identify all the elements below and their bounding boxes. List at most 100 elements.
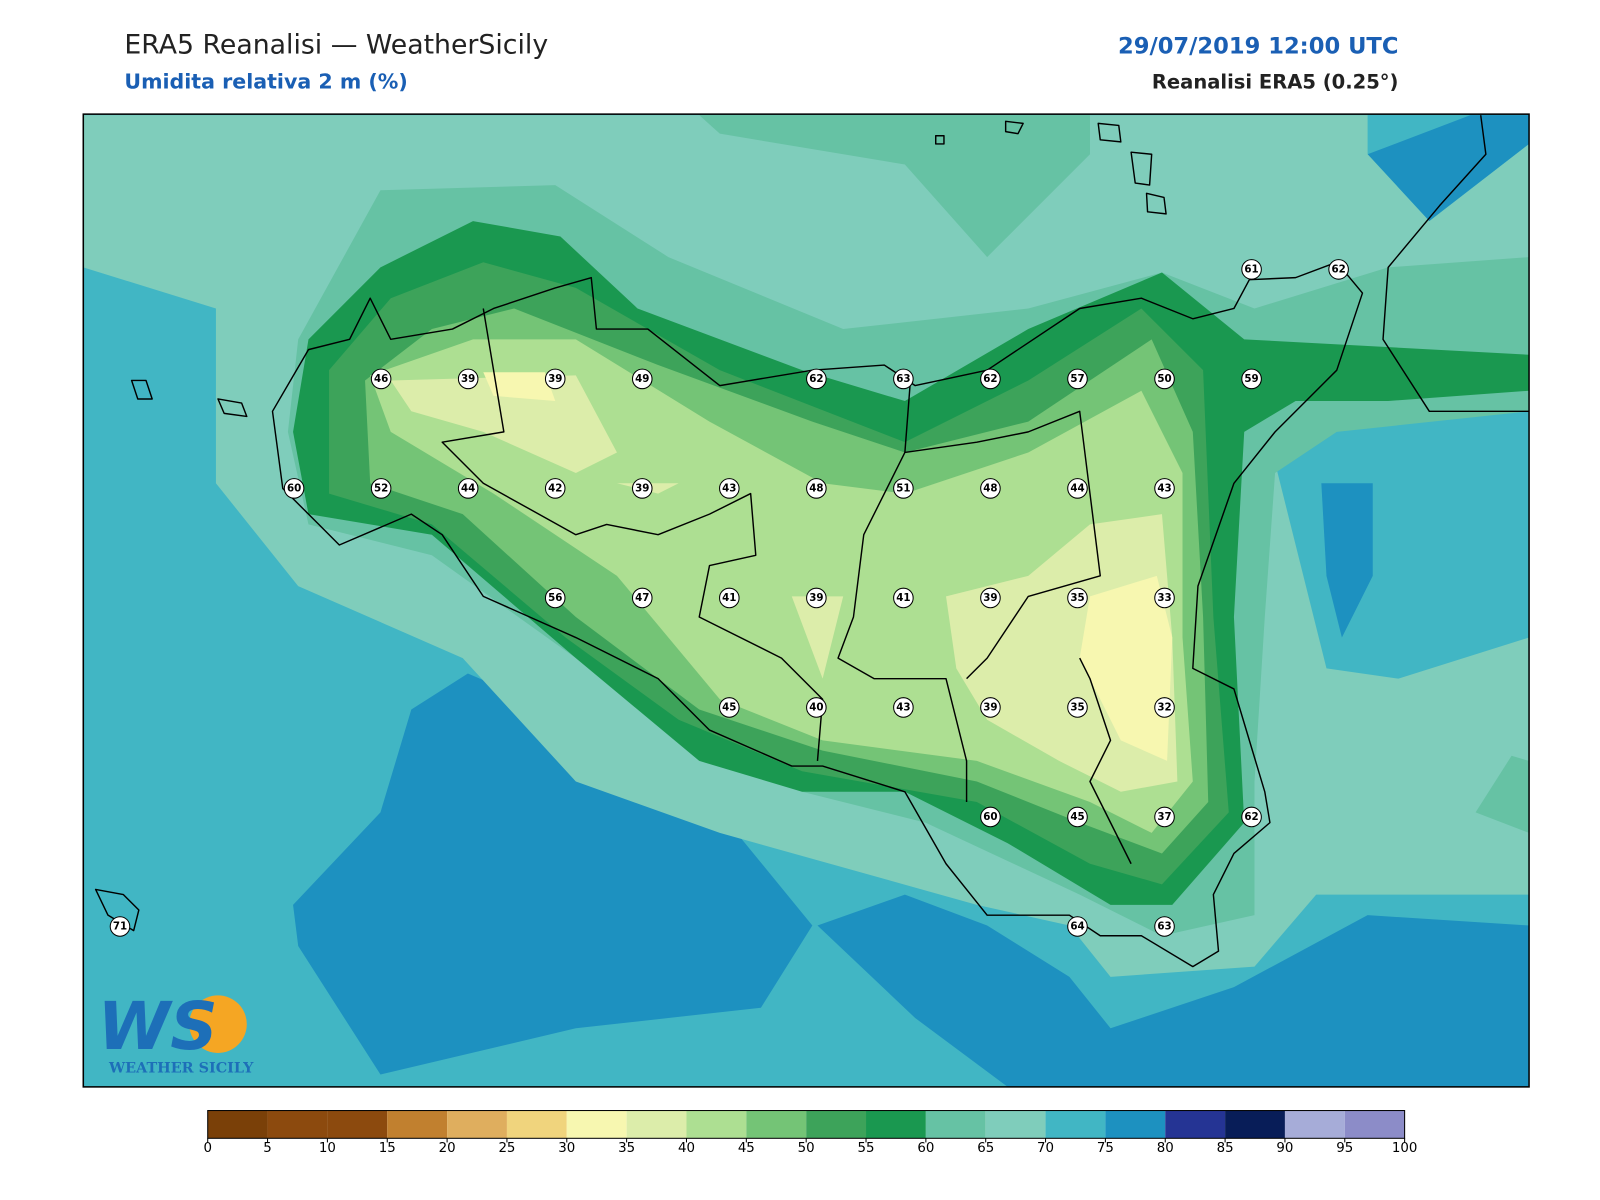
station: 51 — [893, 478, 914, 499]
station-value: 37 — [1157, 811, 1171, 823]
contour — [293, 673, 813, 1075]
station-marker — [1241, 368, 1262, 390]
colorbar-label: 95 — [1336, 1141, 1353, 1156]
station: 63 — [1154, 916, 1175, 937]
colorbar-segment — [1045, 1110, 1106, 1139]
station-value: 39 — [548, 373, 562, 385]
contour — [1475, 755, 1530, 833]
calabria-coast — [1382, 115, 1530, 413]
station-value: 48 — [809, 482, 823, 494]
station: 61 — [1241, 259, 1262, 280]
station-value: 33 — [1157, 592, 1171, 604]
title: ERA5 Reanalisi — WeatherSicily — [124, 29, 548, 60]
station: 57 — [1067, 368, 1088, 390]
station-value: 44 — [1070, 482, 1084, 494]
station: 48 — [806, 478, 827, 499]
province-border — [441, 308, 1132, 865]
station: 50 — [1154, 368, 1175, 390]
station-value: 39 — [809, 592, 823, 604]
colorbar-segment — [1165, 1110, 1226, 1139]
station-marker — [370, 478, 392, 499]
colorbar-label: 25 — [498, 1141, 515, 1156]
station-value: 41 — [722, 592, 736, 604]
station-value: 62 — [1244, 811, 1258, 823]
station: 32 — [1154, 697, 1175, 718]
colorbar-label: 5 — [263, 1141, 271, 1156]
station-marker — [1067, 587, 1088, 609]
station: 71 — [109, 916, 131, 937]
station-marker — [631, 587, 653, 609]
station: 63 — [893, 368, 914, 390]
station-marker — [980, 806, 1001, 828]
colorbar-label: 75 — [1097, 1141, 1114, 1156]
stations: 61 62 46 39 39 49 62 63 62 57 50 59 60 52 44 42 39 43 48 51… — [109, 259, 1349, 937]
colorbar-label: 65 — [977, 1141, 994, 1156]
station-marker — [544, 587, 566, 609]
colorbar-label: 70 — [1037, 1141, 1054, 1156]
station-marker — [980, 368, 1001, 390]
station-value: 41 — [896, 592, 910, 604]
colorbar-label: 85 — [1217, 1141, 1234, 1156]
station-marker — [544, 478, 566, 499]
source: Reanalisi ERA5 (0.25°) — [1152, 70, 1399, 93]
station-marker — [980, 587, 1001, 609]
colorbar-label: 0 — [203, 1141, 212, 1156]
station: 60 — [283, 478, 305, 499]
station-marker — [1067, 806, 1088, 828]
station: 35 — [1067, 587, 1088, 609]
colorbar-segment — [506, 1110, 567, 1139]
station-marker — [1241, 259, 1262, 280]
station: 33 — [1154, 587, 1175, 609]
station-marker — [1067, 368, 1088, 390]
station-marker — [806, 478, 827, 499]
logo: WS WEATHER SICILY — [98, 988, 254, 1077]
station-marker — [893, 697, 914, 718]
station-value: 56 — [548, 592, 562, 604]
colorbar-label: 40 — [678, 1141, 695, 1156]
colorbar-segment — [686, 1110, 747, 1139]
station: 44 — [1067, 478, 1088, 499]
logo-mark: WS — [98, 988, 218, 1065]
station-marker — [893, 368, 914, 390]
station: 52 — [370, 478, 392, 499]
station: 62 — [806, 368, 827, 390]
humidity-field: 61 62 46 39 39 49 62 63 62 57 50 59 60 52 44 42 39 43 48 51… — [83, 114, 1530, 1087]
colorbar-segment — [806, 1110, 867, 1139]
station-marker — [1154, 697, 1175, 718]
station-marker — [544, 368, 566, 390]
colorbar-label: 45 — [738, 1141, 755, 1156]
station-marker — [631, 478, 653, 499]
contour — [791, 596, 844, 679]
colorbar-segment — [447, 1110, 507, 1139]
colorbar-segment — [207, 1110, 268, 1139]
station: 46 — [370, 368, 392, 390]
colorbar-segment — [1225, 1110, 1285, 1139]
station-marker — [1154, 478, 1175, 499]
station: 39 — [457, 368, 479, 390]
station-value: 62 — [809, 373, 823, 385]
station-value: 62 — [1331, 263, 1345, 275]
colorbar-segment — [1284, 1110, 1345, 1139]
contour — [817, 894, 1530, 1087]
datetime: 29/07/2019 12:00 UTC — [1118, 33, 1398, 59]
station-marker — [719, 478, 740, 499]
station-marker — [719, 697, 740, 718]
station: 43 — [1154, 478, 1175, 499]
station: 42 — [544, 478, 566, 499]
contour — [1079, 575, 1173, 761]
subtitle: Umidita relativa 2 m (%) — [124, 69, 407, 93]
colorbar-segment — [387, 1110, 448, 1139]
station-marker — [370, 368, 392, 390]
station-value: 57 — [1070, 373, 1084, 385]
station: 47 — [631, 587, 653, 609]
station: 37 — [1154, 806, 1175, 828]
station-value: 52 — [374, 482, 388, 494]
station: 64 — [1067, 916, 1088, 937]
colorbar-label: 50 — [798, 1141, 815, 1156]
station-marker — [980, 478, 1001, 499]
logo-sun — [189, 995, 247, 1053]
colorbar-segment — [267, 1110, 328, 1139]
station: 43 — [893, 697, 914, 718]
island — [94, 120, 1167, 932]
